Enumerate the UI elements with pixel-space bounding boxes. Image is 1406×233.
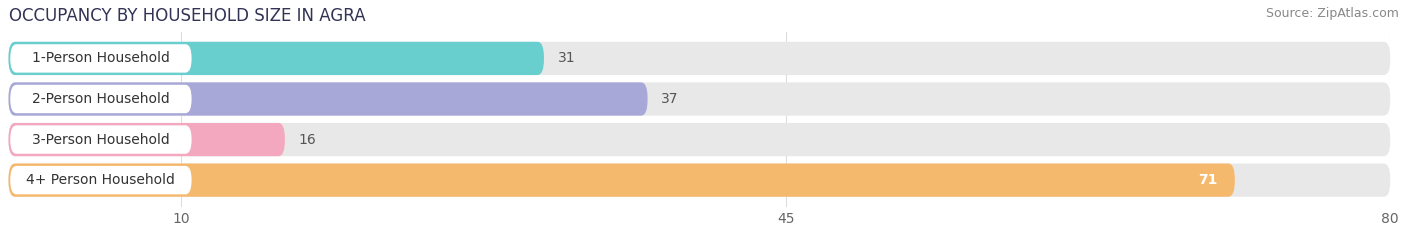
Text: 3-Person Household: 3-Person Household [32, 133, 170, 147]
Text: 1-Person Household: 1-Person Household [32, 51, 170, 65]
FancyBboxPatch shape [8, 164, 1234, 197]
FancyBboxPatch shape [8, 123, 1391, 156]
Text: OCCUPANCY BY HOUSEHOLD SIZE IN AGRA: OCCUPANCY BY HOUSEHOLD SIZE IN AGRA [8, 7, 366, 25]
FancyBboxPatch shape [8, 42, 544, 75]
Text: 4+ Person Household: 4+ Person Household [27, 173, 176, 187]
Text: Source: ZipAtlas.com: Source: ZipAtlas.com [1265, 7, 1399, 20]
FancyBboxPatch shape [8, 82, 1391, 116]
FancyBboxPatch shape [10, 125, 191, 154]
Text: 16: 16 [298, 133, 316, 147]
FancyBboxPatch shape [8, 82, 648, 116]
Text: 2-Person Household: 2-Person Household [32, 92, 170, 106]
FancyBboxPatch shape [8, 42, 1391, 75]
FancyBboxPatch shape [10, 44, 191, 73]
FancyBboxPatch shape [10, 85, 191, 113]
FancyBboxPatch shape [10, 166, 191, 194]
FancyBboxPatch shape [8, 164, 1391, 197]
Text: 31: 31 [558, 51, 575, 65]
Text: 71: 71 [1198, 173, 1218, 187]
Text: 37: 37 [661, 92, 679, 106]
FancyBboxPatch shape [8, 123, 285, 156]
